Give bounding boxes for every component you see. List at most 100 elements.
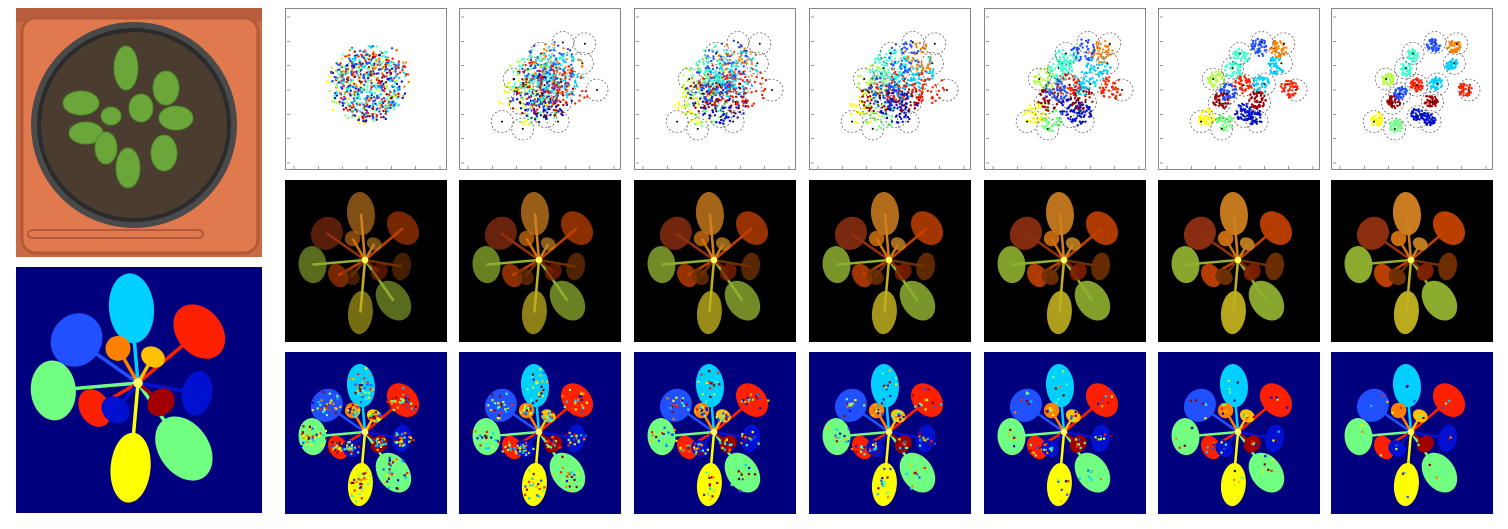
noise-pixel	[731, 484, 733, 486]
noise-pixel	[376, 440, 378, 442]
data-point	[750, 60, 752, 62]
data-point	[918, 73, 920, 75]
noise-pixel	[855, 451, 857, 453]
data-point	[861, 100, 863, 102]
noise-pixel	[403, 437, 405, 439]
data-point	[928, 60, 930, 62]
data-point	[352, 86, 354, 88]
noise-pixel	[532, 448, 534, 450]
data-point	[922, 51, 924, 53]
noise-pixel	[700, 403, 702, 405]
noise-pixel	[892, 415, 894, 417]
data-point	[884, 64, 886, 66]
data-point	[1025, 108, 1027, 110]
noise-pixel	[722, 419, 724, 421]
data-point	[392, 58, 394, 60]
noise-pixel	[539, 488, 541, 490]
noise-pixel	[686, 445, 688, 447]
noise-pixel	[744, 401, 746, 403]
data-point	[712, 68, 714, 70]
data-point	[876, 83, 878, 85]
data-point	[374, 92, 376, 94]
data-point	[908, 68, 910, 70]
data-point	[913, 86, 915, 88]
noise-pixel	[883, 481, 885, 483]
leaf-group	[297, 363, 426, 507]
noise-pixel	[731, 471, 733, 473]
noise-pixel	[929, 473, 931, 475]
data-point	[908, 88, 910, 90]
data-point	[380, 93, 382, 95]
noise-pixel	[405, 401, 407, 403]
noise-pixel	[914, 405, 916, 407]
noise-pixel	[366, 492, 368, 494]
data-point	[706, 65, 708, 67]
leaf	[694, 363, 726, 409]
data-point	[342, 104, 344, 106]
cluster-center	[1070, 116, 1072, 118]
plant-center	[536, 429, 543, 436]
noise-pixel	[391, 402, 393, 404]
noise-pixel	[727, 443, 729, 445]
noise-pixel	[860, 446, 862, 448]
data-point	[366, 105, 368, 107]
data-point	[905, 64, 907, 66]
data-point	[540, 89, 542, 91]
noise-pixel	[704, 415, 706, 417]
data-point	[704, 69, 706, 71]
data-point	[918, 96, 920, 98]
data-point	[1079, 104, 1081, 106]
data-point	[929, 68, 931, 70]
noise-pixel	[581, 411, 583, 413]
cluster-center	[872, 128, 874, 130]
noise-pixel	[715, 494, 717, 496]
data-point	[743, 65, 745, 67]
data-point	[533, 95, 535, 97]
noise-pixel	[684, 449, 686, 451]
data-point	[1045, 109, 1047, 111]
data-point	[738, 59, 740, 61]
noise-pixel	[924, 408, 926, 410]
noise-pixel	[538, 394, 540, 396]
data-point	[567, 48, 569, 50]
noise-pixel	[385, 474, 387, 476]
data-point	[530, 61, 532, 63]
noise-pixel	[403, 394, 405, 396]
data-point	[702, 101, 704, 103]
data-point	[397, 104, 399, 106]
data-point	[519, 82, 521, 84]
data-point	[734, 80, 736, 82]
data-point	[553, 83, 555, 85]
data-point	[741, 96, 743, 98]
data-point	[395, 68, 397, 70]
noise-pixel	[710, 498, 712, 500]
noise-pixel	[847, 405, 849, 407]
data-point	[901, 73, 903, 75]
data-point	[341, 75, 343, 77]
leaf	[519, 191, 551, 237]
data-point	[363, 84, 365, 86]
data-point	[385, 113, 387, 115]
data-point	[405, 73, 407, 75]
data-point	[887, 69, 889, 71]
leaf	[297, 245, 328, 284]
noise-pixel	[358, 446, 360, 448]
data-point	[534, 75, 536, 77]
noise-pixel	[532, 411, 534, 413]
cluster-center	[562, 42, 564, 44]
data-point	[1076, 105, 1078, 107]
data-point	[551, 105, 553, 107]
data-point	[339, 92, 341, 94]
noise-pixel	[897, 411, 899, 413]
data-point	[869, 115, 871, 117]
data-point	[905, 97, 907, 99]
data-point	[894, 57, 896, 59]
data-point	[712, 55, 714, 57]
noise-pixel	[321, 444, 323, 446]
data-point	[750, 91, 752, 93]
data-point	[523, 58, 525, 60]
data-point	[725, 75, 727, 77]
data-point	[892, 95, 894, 97]
noise-pixel	[561, 456, 563, 458]
data-point	[696, 122, 698, 124]
